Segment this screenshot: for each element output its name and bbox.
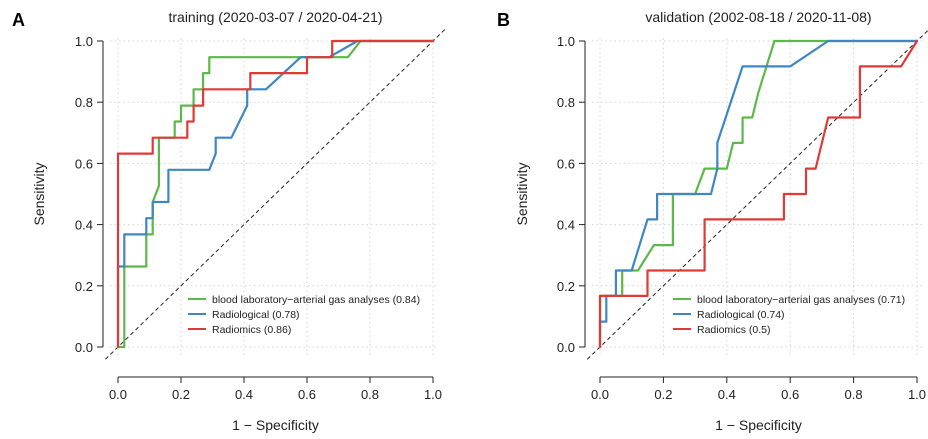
y-tick-label: 0.2 xyxy=(75,279,93,294)
panel-letter: B xyxy=(497,10,510,30)
y-tick-label: 0.0 xyxy=(75,340,93,355)
x-tick-label: 0.2 xyxy=(172,387,190,402)
y-tick-label: 0.8 xyxy=(75,95,93,110)
chance-diagonal-line xyxy=(586,29,928,360)
legend-label: Radiomics (0.5) xyxy=(697,324,771,336)
y-tick-label: 0.4 xyxy=(557,218,575,233)
y-tick-label: 1.0 xyxy=(75,34,93,49)
y-tick-label: 1.0 xyxy=(557,34,575,49)
chart-title: training (2020-03-07 / 2020-04-21) xyxy=(168,9,382,25)
legend-label: Radiological (0.78) xyxy=(212,309,300,321)
x-tick-label: 0.6 xyxy=(298,387,316,402)
x-tick-label: 0.0 xyxy=(591,387,609,402)
x-tick-label: 0.6 xyxy=(781,387,799,402)
x-axis-label: 1 − Specificity xyxy=(715,417,802,433)
legend-label: Radiological (0.74) xyxy=(697,309,785,321)
chart-title: validation (2002-08-18 / 2020-11-08) xyxy=(645,9,871,25)
y-tick-label: 0.6 xyxy=(557,156,575,171)
x-tick-label: 0.0 xyxy=(109,387,127,402)
y-axis-label: Sensitivity xyxy=(514,162,530,225)
legend-label: Radiomics (0.86) xyxy=(212,324,291,336)
x-tick-label: 1.0 xyxy=(424,387,442,402)
roc-series-line-3 xyxy=(598,39,919,349)
y-tick-label: 0.0 xyxy=(557,340,575,355)
roc-series-line-2 xyxy=(116,39,435,349)
x-tick-label: 1.0 xyxy=(908,387,926,402)
x-axis-label: 1 − Specificity xyxy=(232,417,319,433)
x-tick-label: 0.8 xyxy=(361,387,379,402)
x-tick-label: 0.2 xyxy=(654,387,672,402)
y-axis-label: Sensitivity xyxy=(31,162,47,225)
panel-letter: A xyxy=(12,10,25,30)
legend-label: blood laboratory−arterial gas analyses (… xyxy=(212,294,420,306)
legend-label: blood laboratory−arterial gas analyses (… xyxy=(697,294,905,306)
roc-series-line-2 xyxy=(598,39,919,349)
x-tick-label: 0.8 xyxy=(845,387,863,402)
x-tick-label: 0.4 xyxy=(718,387,736,402)
y-tick-label: 0.2 xyxy=(557,279,575,294)
x-tick-label: 0.4 xyxy=(235,387,253,402)
roc-series-line-3 xyxy=(116,39,435,349)
y-tick-label: 0.8 xyxy=(557,95,575,110)
y-tick-label: 0.6 xyxy=(75,156,93,171)
chance-diagonal-line xyxy=(105,28,446,360)
y-tick-label: 0.4 xyxy=(75,218,93,233)
